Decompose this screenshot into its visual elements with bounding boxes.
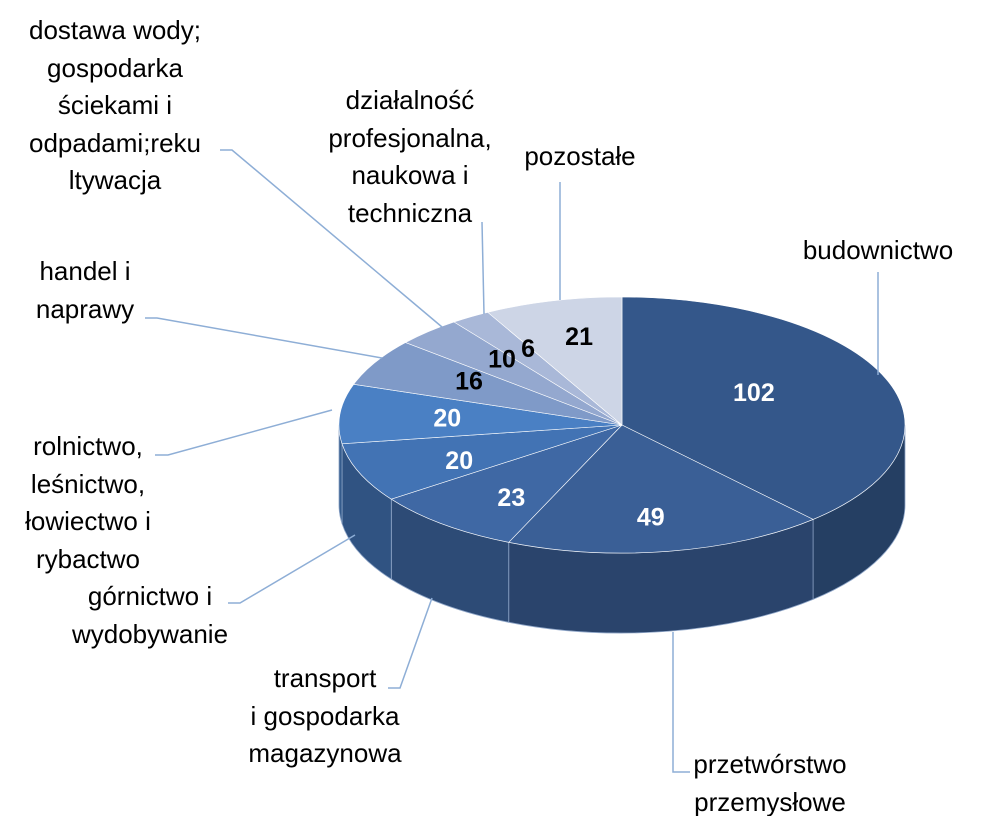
value-label: 16: [455, 367, 483, 395]
value-label: 20: [433, 404, 461, 432]
leader-line: [155, 409, 333, 456]
value-label: 20: [445, 447, 473, 475]
leader-line: [220, 149, 443, 328]
pie-slice: [338, 383, 623, 445]
category-label: pozostałe: [524, 141, 636, 171]
pie-slice: [390, 424, 623, 543]
leader-line: [145, 317, 383, 359]
leader-line: [228, 534, 356, 604]
pie-slice: [487, 296, 623, 426]
category-label: handel i naprawy: [35, 256, 135, 324]
leader-line: [481, 221, 485, 315]
category-label: działalność profesjonalna, naukowa i tec…: [328, 85, 492, 228]
pie-slice: [341, 424, 623, 500]
value-label: 23: [497, 484, 525, 512]
category-label: budownictwo: [802, 235, 954, 265]
pie-slice: [621, 296, 906, 520]
leader-line: [672, 632, 690, 773]
value-label: 102: [733, 379, 775, 407]
category-label: rolnictwo, leśnictwo, łowiectwo i rybact…: [25, 431, 151, 574]
value-label: 6: [521, 335, 535, 363]
category-label: dostawa wody; gospodarka ściekami i odpa…: [29, 15, 201, 195]
leader-line: [388, 597, 433, 689]
category-label: transport i gospodarka magazynowa: [248, 663, 402, 768]
category-label: przetwórstwo przemysłowe: [693, 749, 847, 816]
value-label: 49: [637, 504, 665, 532]
pie-slice: [508, 424, 814, 554]
value-label: 21: [565, 323, 593, 351]
category-label: górnictwo i wydobywanie: [71, 581, 229, 649]
value-label: 10: [488, 345, 516, 373]
